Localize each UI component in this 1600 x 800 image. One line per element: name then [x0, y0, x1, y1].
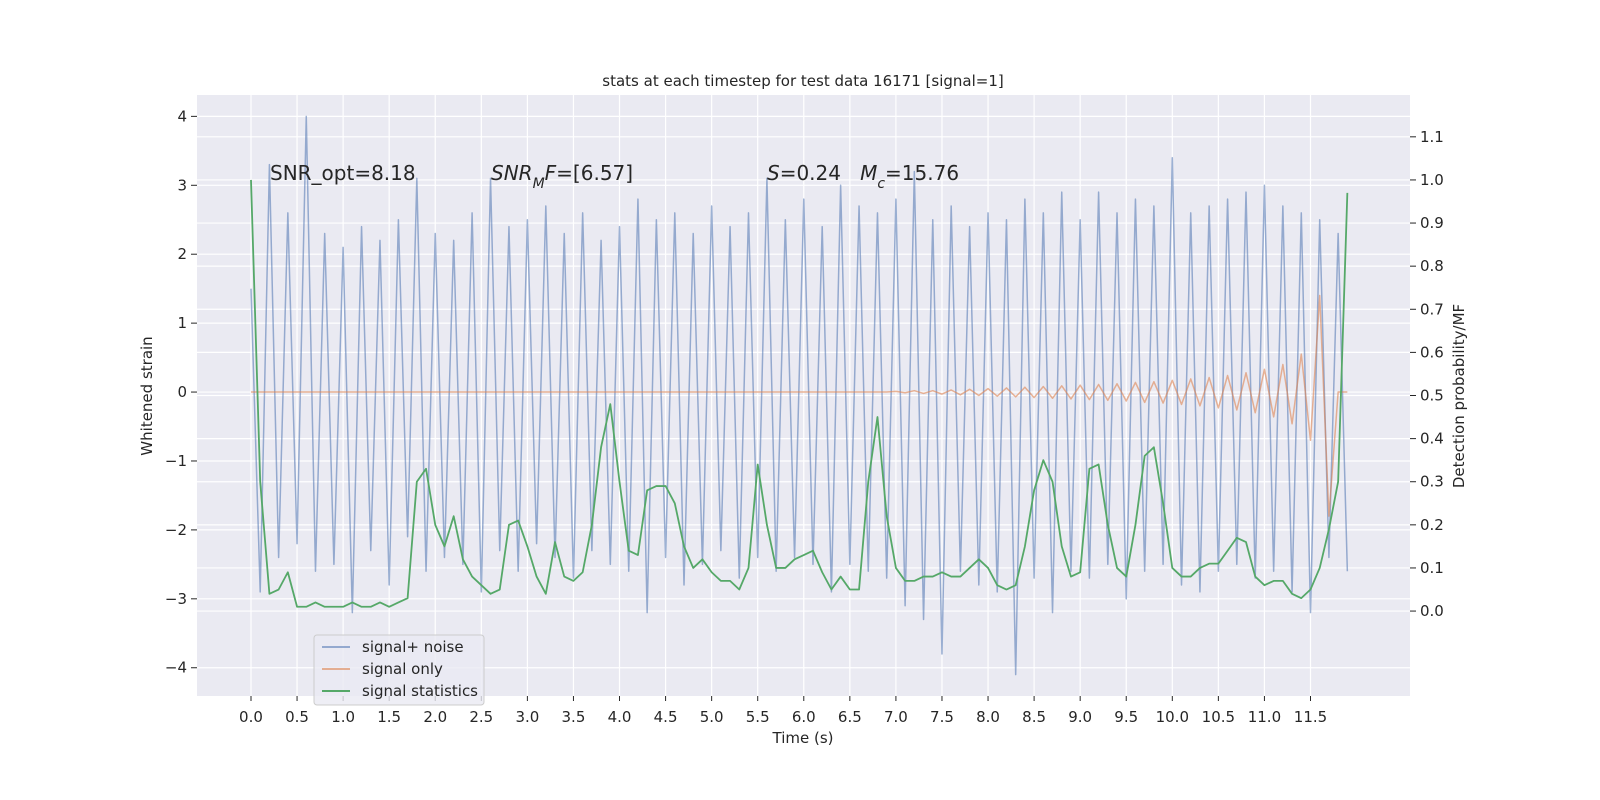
annotation-part: SNR_opt=8.18 [270, 161, 416, 185]
y-tick-label: 0 [177, 383, 187, 401]
annotation-part: SNR [491, 161, 533, 185]
x-tick-label: 3.0 [515, 708, 539, 726]
x-tick-label: 2.0 [423, 708, 447, 726]
y-tick-label: −1 [165, 452, 187, 470]
x-tick-label: 11.0 [1248, 708, 1281, 726]
y-tick-label: −3 [165, 590, 187, 608]
legend-label: signal statistics [362, 682, 478, 700]
x-tick-label: 7.0 [884, 708, 908, 726]
annotation-part: =0.24 [780, 161, 860, 185]
annotation-part: F [545, 161, 557, 185]
x-tick-label: 11.5 [1294, 708, 1327, 726]
annotations: SNR_opt=8.18 SNRMF=[6.57] S=0.24 Mc=15.76 [270, 161, 959, 192]
y-tick-label: −4 [165, 659, 187, 677]
annotation-part: S [767, 161, 780, 185]
x-tick-label: 10.5 [1202, 708, 1235, 726]
x-tick-label: 4.5 [654, 708, 678, 726]
x-tick-label: 1.0 [331, 708, 355, 726]
ticks: 0.0 0.5 1.0 1.5 2.0 2.5 3.0 3.5 4.0 4.5 5.0 5.5 6.0 6… [165, 107, 1444, 726]
legend: signal+ noise signal only signal statistic… [313, 634, 485, 706]
y2-tick-label: 0.5 [1420, 387, 1444, 405]
annotation-part: =15.76 [885, 161, 959, 185]
y-tick-label: −2 [165, 521, 187, 539]
annotation-part: c [877, 176, 885, 192]
legend-frame [313, 634, 485, 706]
annotation-part: M [533, 176, 545, 192]
y2-tick-label: 0.9 [1420, 214, 1444, 232]
y2-tick-label: 0.7 [1420, 300, 1444, 318]
y2-tick-label: 0.6 [1420, 343, 1444, 361]
annotation: SNRMF=[6.57] [491, 161, 633, 192]
x-tick-label: 8.5 [1022, 708, 1046, 726]
series-line [250, 115, 1349, 676]
annotation: S=0.24 Mc=15.76 [767, 161, 959, 192]
x-tick-label: 8.0 [976, 708, 1000, 726]
series-line [250, 179, 1349, 608]
x-tick-label: 5.0 [700, 708, 724, 726]
annotation: SNR_opt=8.18 [270, 161, 416, 185]
y-axis-label: Whitened strain [138, 336, 156, 455]
y2-tick-label: 0.4 [1420, 430, 1444, 448]
chart-title: stats at each timestep for test data 161… [602, 72, 1003, 90]
annotation-part: =[6.57] [556, 161, 633, 185]
legend-label: signal+ noise [362, 638, 464, 656]
x-tick-label: 1.5 [377, 708, 401, 726]
annotation-part: M [860, 161, 877, 185]
y2-axis-label: Detection probability/MF [1450, 304, 1468, 488]
y2-tick-label: 0.8 [1420, 257, 1444, 275]
plot-lines [250, 115, 1349, 676]
y2-tick-label: 0.0 [1420, 602, 1444, 620]
y2-tick-label: 1.1 [1420, 128, 1444, 146]
x-tick-label: 7.5 [930, 708, 954, 726]
y-tick-label: 4 [177, 107, 187, 125]
y-tick-label: 2 [177, 245, 187, 263]
legend-label: signal only [362, 660, 443, 678]
y-tick-label: 3 [177, 176, 187, 194]
y2-tick-label: 0.3 [1420, 473, 1444, 491]
x-tick-label: 3.5 [562, 708, 586, 726]
x-tick-label: 2.5 [469, 708, 493, 726]
x-tick-label: 0.5 [285, 708, 309, 726]
x-tick-label: 6.5 [838, 708, 862, 726]
y-tick-label: 1 [177, 314, 187, 332]
y2-tick-label: 1.0 [1420, 171, 1444, 189]
x-tick-label: 10.0 [1156, 708, 1189, 726]
x-axis-label: Time (s) [772, 729, 834, 747]
x-tick-label: 5.5 [746, 708, 770, 726]
series-line [250, 294, 1348, 517]
x-tick-label: 9.5 [1114, 708, 1138, 726]
y2-tick-label: 0.2 [1420, 516, 1444, 534]
x-tick-label: 9.0 [1068, 708, 1092, 726]
x-tick-label: 0.0 [239, 708, 263, 726]
y2-tick-label: 0.1 [1420, 559, 1444, 577]
x-tick-label: 4.0 [608, 708, 632, 726]
x-tick-label: 6.0 [792, 708, 816, 726]
